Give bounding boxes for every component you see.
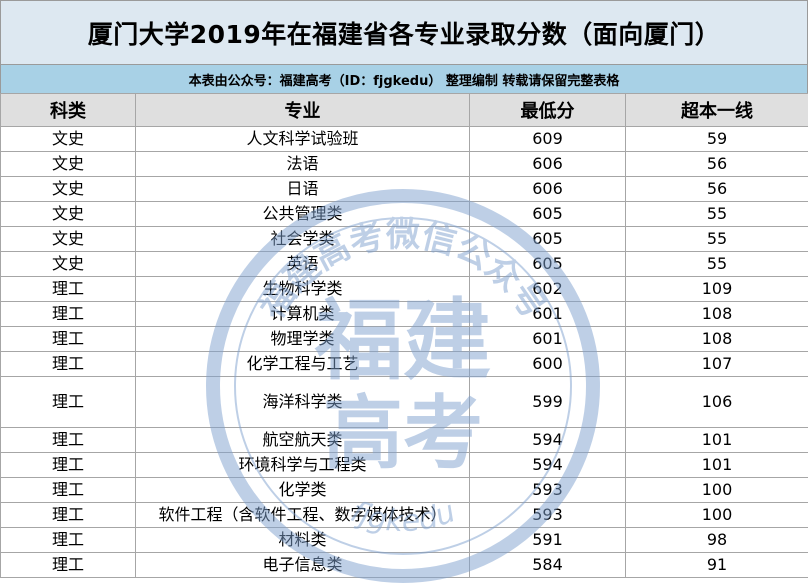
header-category: 科类	[1, 94, 136, 127]
category-cell: 文史	[1, 227, 136, 252]
major-cell: 海洋科学类	[136, 377, 470, 428]
above-line-cell: 98	[626, 528, 808, 553]
above-line-cell: 55	[626, 227, 808, 252]
category-cell: 理工	[1, 428, 136, 453]
category-cell: 文史	[1, 152, 136, 177]
category-cell: 理工	[1, 327, 136, 352]
source-note: 本表由公众号：福建高考（ID：fjgkedu） 整理编制 转载请保留完整表格	[0, 64, 808, 93]
above-line-cell: 56	[626, 152, 808, 177]
category-cell: 理工	[1, 553, 136, 578]
min-score-cell: 605	[470, 202, 626, 227]
major-cell: 化学工程与工艺	[136, 352, 470, 377]
category-cell: 文史	[1, 252, 136, 277]
above-line-cell: 101	[626, 453, 808, 478]
min-score-cell: 593	[470, 478, 626, 503]
major-cell: 人文科学试验班	[136, 127, 470, 152]
above-line-cell: 107	[626, 352, 808, 377]
above-line-cell: 91	[626, 553, 808, 578]
above-line-cell: 100	[626, 503, 808, 528]
major-cell: 材料类	[136, 528, 470, 553]
above-line-cell: 56	[626, 177, 808, 202]
major-cell: 物理学类	[136, 327, 470, 352]
major-cell: 航空航天类	[136, 428, 470, 453]
above-line-cell: 106	[626, 377, 808, 428]
major-cell: 电子信息类	[136, 553, 470, 578]
major-cell: 化学类	[136, 478, 470, 503]
major-cell: 法语	[136, 152, 470, 177]
major-cell: 环境科学与工程类	[136, 453, 470, 478]
major-cell: 日语	[136, 177, 470, 202]
category-cell: 理工	[1, 302, 136, 327]
above-line-cell: 100	[626, 478, 808, 503]
above-line-cell: 109	[626, 277, 808, 302]
above-line-cell: 59	[626, 127, 808, 152]
header-above-line: 超本一线	[626, 94, 808, 127]
category-cell: 理工	[1, 453, 136, 478]
category-cell: 理工	[1, 377, 136, 428]
min-score-cell: 602	[470, 277, 626, 302]
min-score-cell: 600	[470, 352, 626, 377]
above-line-cell: 55	[626, 202, 808, 227]
category-cell: 理工	[1, 352, 136, 377]
min-score-cell: 591	[470, 528, 626, 553]
major-cell: 软件工程（含软件工程、数字媒体技术）	[136, 503, 470, 528]
above-line-cell: 101	[626, 428, 808, 453]
min-score-cell: 584	[470, 553, 626, 578]
min-score-cell: 601	[470, 327, 626, 352]
min-score-cell: 601	[470, 302, 626, 327]
min-score-cell: 609	[470, 127, 626, 152]
min-score-cell: 606	[470, 152, 626, 177]
category-cell: 理工	[1, 528, 136, 553]
min-score-cell: 593	[470, 503, 626, 528]
category-cell: 理工	[1, 503, 136, 528]
major-cell: 公共管理类	[136, 202, 470, 227]
min-score-cell: 605	[470, 252, 626, 277]
category-cell: 文史	[1, 177, 136, 202]
header-min-score: 最低分	[470, 94, 626, 127]
header-major: 专业	[136, 94, 470, 127]
header-row: 科类 专业 最低分 超本一线	[1, 94, 808, 127]
min-score-cell: 605	[470, 227, 626, 252]
major-cell: 计算机类	[136, 302, 470, 327]
min-score-cell: 606	[470, 177, 626, 202]
min-score-cell: 594	[470, 428, 626, 453]
category-cell: 文史	[1, 127, 136, 152]
above-line-cell: 55	[626, 252, 808, 277]
above-line-cell: 108	[626, 327, 808, 352]
min-score-cell: 599	[470, 377, 626, 428]
min-score-cell: 594	[470, 453, 626, 478]
category-cell: 理工	[1, 277, 136, 302]
major-cell: 生物科学类	[136, 277, 470, 302]
major-cell: 英语	[136, 252, 470, 277]
page-title: 厦门大学2019年在福建省各专业录取分数（面向厦门）	[0, 0, 808, 64]
above-line-cell: 108	[626, 302, 808, 327]
category-cell: 理工	[1, 478, 136, 503]
major-cell: 社会学类	[136, 227, 470, 252]
category-cell: 文史	[1, 202, 136, 227]
